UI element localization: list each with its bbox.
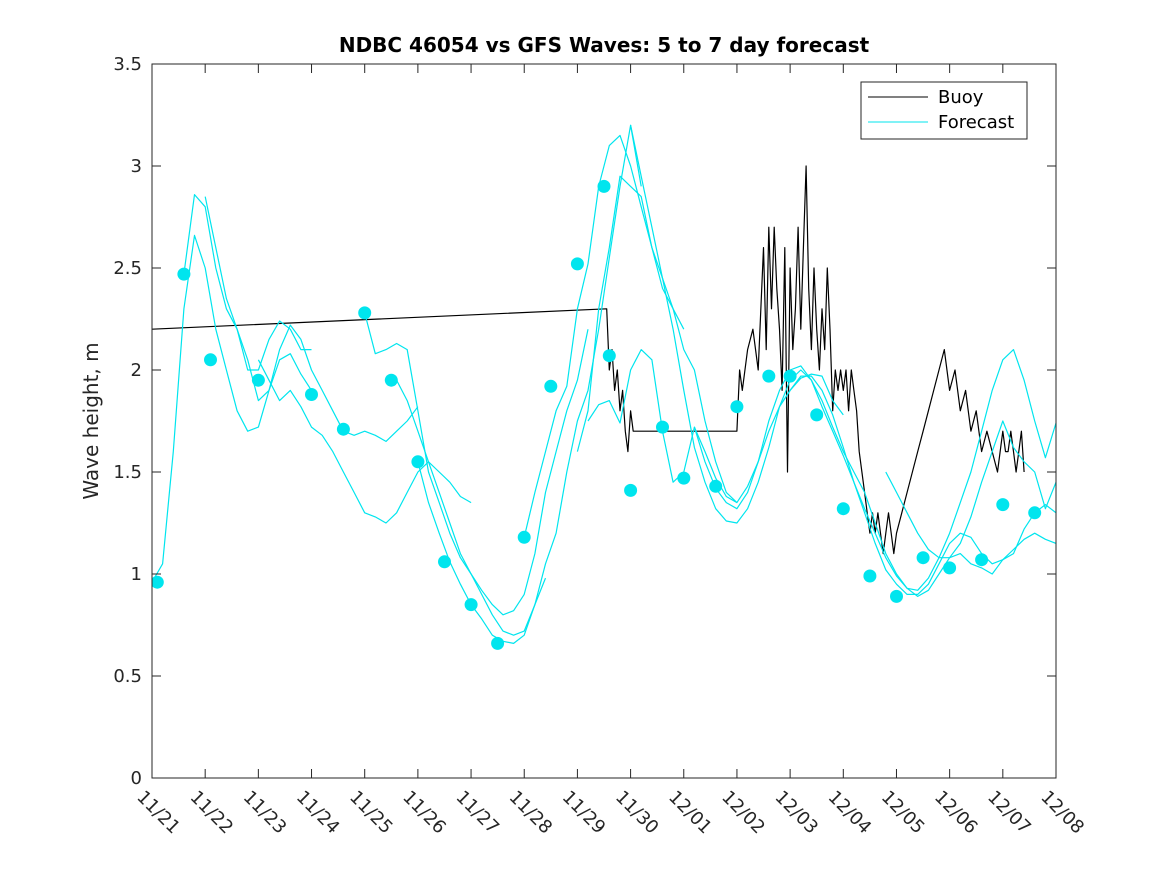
y-tick-label: 1 <box>131 564 142 585</box>
x-tick-label: 11/27 <box>452 787 504 839</box>
y-tick-label: 3 <box>131 156 142 177</box>
forecast-start-marker <box>1028 506 1042 520</box>
x-tick-label: 12/08 <box>1036 787 1088 839</box>
x-tick-label: 12/03 <box>771 787 823 839</box>
forecast-start-marker <box>836 502 850 516</box>
forecast-start-marker <box>358 306 372 320</box>
forecast-start-marker <box>464 598 478 612</box>
y-tick-label: 0 <box>131 768 142 789</box>
x-tick-label: 12/04 <box>824 787 876 839</box>
y-tick-label: 2.5 <box>113 258 142 279</box>
forecast-start-marker <box>602 349 616 363</box>
x-tick-label: 11/22 <box>186 787 238 839</box>
forecast-start-marker <box>943 561 957 575</box>
legend: Buoy Forecast <box>860 81 1028 140</box>
forecast-start-marker <box>916 551 930 565</box>
forecast-start-marker <box>204 353 217 367</box>
x-tick-label: 12/05 <box>877 787 929 839</box>
plot-frame <box>151 63 1057 779</box>
forecast-series-line-7 <box>417 124 642 645</box>
forecast-start-marker <box>709 479 723 493</box>
x-tick-label: 11/21 <box>132 787 184 839</box>
forecast-series-line-6 <box>396 379 547 636</box>
forecast-start-marker <box>890 589 903 603</box>
forecast-start-marker <box>251 373 265 387</box>
x-tick-label: 11/26 <box>398 787 450 839</box>
forecast-series-line-8 <box>523 134 685 538</box>
x-tick-label: 11/28 <box>505 787 557 839</box>
x-tick-label: 12/01 <box>664 787 716 839</box>
forecast-start-marker <box>783 369 797 383</box>
forecast-start-marker <box>411 455 425 469</box>
x-tick-label: 11/23 <box>239 787 291 839</box>
chart-title: NDBC 46054 vs GFS Waves: 5 to 7 day fore… <box>339 33 870 57</box>
forecast-series-line-4 <box>364 312 589 616</box>
x-tick-label: 12/07 <box>983 787 1035 839</box>
forecast-start-marker <box>152 575 164 589</box>
forecast-series-line-10 <box>587 349 844 504</box>
forecast-start-marker <box>438 555 451 569</box>
legend-box <box>860 81 1028 140</box>
forecast-series-line-2 <box>204 196 419 442</box>
forecast-series-line-12 <box>693 365 1056 596</box>
forecast-start-marker <box>570 257 584 271</box>
forecast-start-marker <box>305 388 318 401</box>
forecast-series-line-11 <box>630 125 1056 591</box>
x-tick-label: 12/02 <box>717 787 769 839</box>
forecast-start-marker <box>863 569 877 583</box>
x-tick-label: 12/06 <box>930 787 982 839</box>
forecast-start-marker <box>677 471 691 485</box>
forecast-series-line-3 <box>183 194 312 371</box>
y-tick-label: 1.5 <box>113 462 142 483</box>
forecast-series-line-14 <box>885 420 1056 559</box>
forecast-start-marker <box>491 636 505 650</box>
forecast-start-marker <box>597 179 611 193</box>
x-tick-label: 11/24 <box>292 787 344 839</box>
forecast-start-marker <box>384 373 398 387</box>
y-axis-label: Wave height, m <box>79 342 103 499</box>
forecast-start-marker <box>730 400 744 414</box>
forecast-series-line-5 <box>257 359 472 524</box>
x-tick-label: 11/25 <box>345 787 397 839</box>
y-tick-label: 0.5 <box>113 666 142 687</box>
forecast-series-line-9 <box>576 175 738 504</box>
x-tick-label: 11/29 <box>558 787 610 839</box>
forecast-start-marker <box>975 553 989 567</box>
forecast-start-marker <box>544 379 558 393</box>
forecast-start-marker <box>177 267 191 281</box>
legend-buoy-label: Buoy <box>938 87 984 108</box>
y-tick-label: 3.5 <box>113 54 142 75</box>
forecast-start-marker <box>762 369 776 383</box>
forecast-start-marker <box>336 422 350 436</box>
forecast-start-marker <box>517 530 531 544</box>
y-tick-label: 2 <box>131 360 142 381</box>
forecast-start-marker <box>624 483 638 497</box>
forecast-series-line-13 <box>778 375 1056 598</box>
x-tick-label: 11/30 <box>611 787 663 839</box>
buoy-series-line <box>152 165 1025 555</box>
forecast-start-marker <box>656 420 669 434</box>
forecast-start-marker <box>810 408 824 422</box>
legend-forecast-label: Forecast <box>938 112 1014 133</box>
forecast-start-marker <box>996 498 1010 512</box>
forecast-series-line-1 <box>152 234 313 583</box>
